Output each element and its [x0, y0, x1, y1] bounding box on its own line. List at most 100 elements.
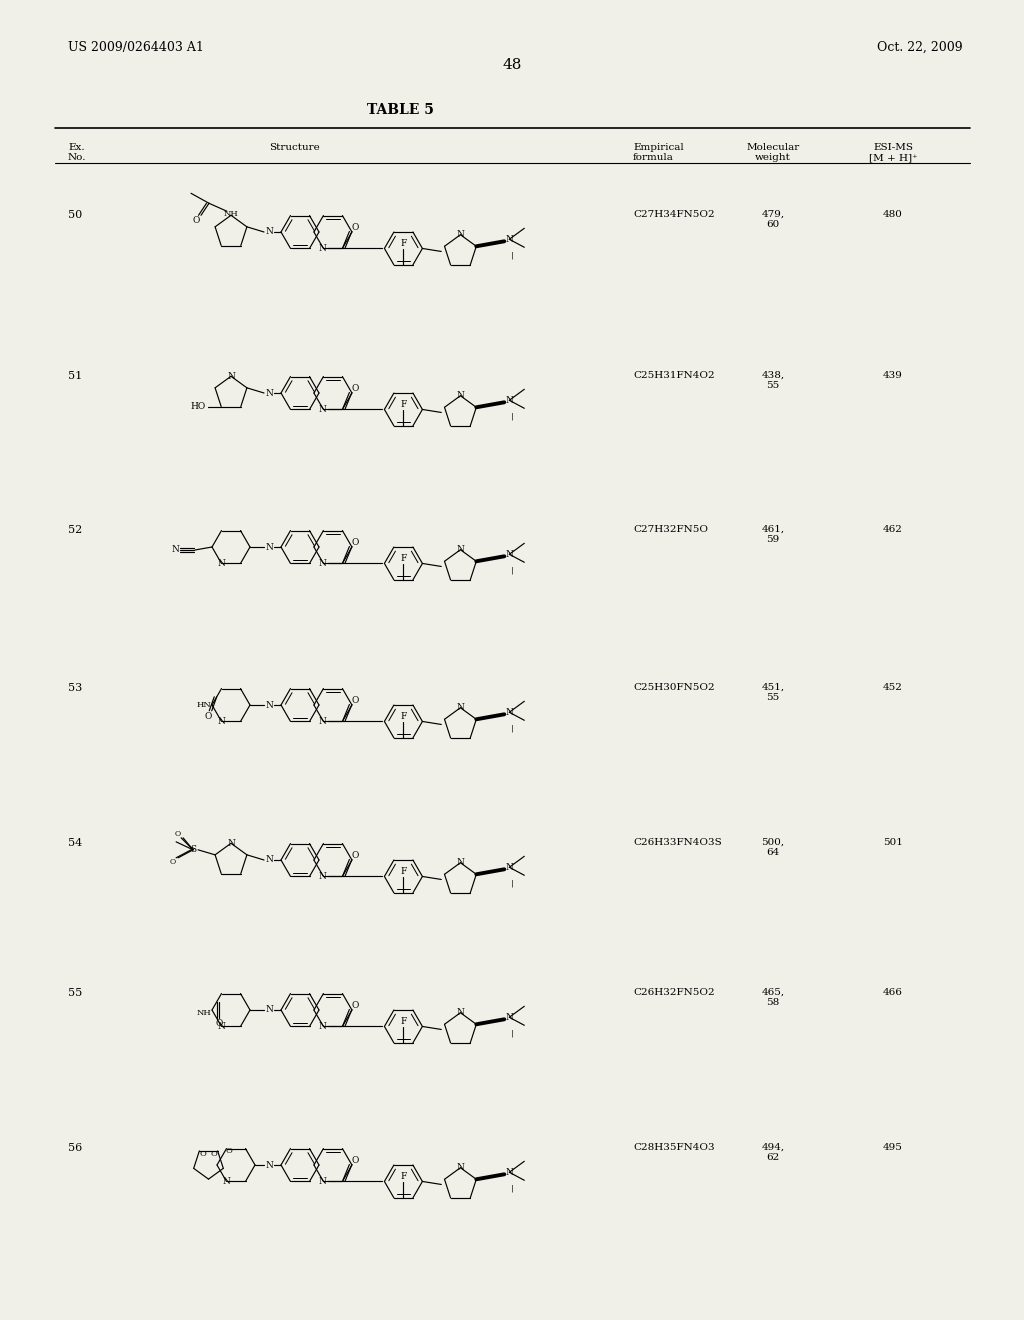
Text: N: N: [217, 1022, 225, 1031]
Text: |: |: [511, 1184, 514, 1192]
Text: N: N: [506, 1012, 513, 1022]
Text: N: N: [506, 235, 513, 244]
Text: O: O: [175, 830, 181, 838]
Text: N: N: [265, 855, 273, 865]
Text: N: N: [318, 558, 327, 568]
Text: C25H31FN4O2: C25H31FN4O2: [633, 371, 715, 380]
Text: N: N: [227, 838, 234, 847]
Text: C25H30FN5O2: C25H30FN5O2: [633, 682, 715, 692]
Text: N: N: [227, 372, 234, 380]
Text: 501: 501: [883, 838, 903, 847]
Text: 55: 55: [68, 987, 82, 998]
Text: |: |: [511, 1030, 514, 1038]
Text: HO: HO: [190, 403, 206, 411]
Text: 500,
64: 500, 64: [762, 838, 784, 858]
Text: 462: 462: [883, 525, 903, 535]
Text: S: S: [190, 845, 197, 854]
Text: C28H35FN4O3: C28H35FN4O3: [633, 1143, 715, 1152]
Text: N: N: [457, 1008, 464, 1018]
Text: 494,
62: 494, 62: [762, 1143, 784, 1163]
Text: N: N: [318, 717, 327, 726]
Text: 56: 56: [68, 1143, 82, 1152]
Text: 48: 48: [503, 58, 521, 73]
Text: O: O: [351, 851, 359, 859]
Text: N: N: [506, 550, 513, 558]
Text: O: O: [200, 1150, 207, 1158]
Text: N: N: [506, 708, 513, 717]
Text: N: N: [265, 1006, 273, 1015]
Text: 461,
59: 461, 59: [762, 525, 784, 544]
Text: [M + H]⁺: [M + H]⁺: [868, 153, 918, 162]
Text: N: N: [265, 701, 273, 710]
Text: 438,
55: 438, 55: [762, 371, 784, 391]
Text: 51: 51: [68, 371, 82, 381]
Text: C27H32FN5O: C27H32FN5O: [633, 525, 708, 535]
Text: N: N: [506, 863, 513, 871]
Text: Empirical: Empirical: [633, 143, 684, 152]
Text: F: F: [400, 400, 407, 409]
Text: O: O: [351, 1156, 359, 1166]
Text: TABLE 5: TABLE 5: [367, 103, 433, 117]
Text: N: N: [318, 1022, 327, 1031]
Text: HN: HN: [197, 701, 211, 709]
Text: ESI-MS: ESI-MS: [873, 143, 913, 152]
Text: NH: NH: [223, 210, 239, 218]
Text: C26H32FN5O2: C26H32FN5O2: [633, 987, 715, 997]
Text: N: N: [217, 558, 225, 568]
Text: N: N: [265, 543, 273, 552]
Text: US 2009/0264403 A1: US 2009/0264403 A1: [68, 41, 204, 54]
Text: N: N: [265, 1160, 273, 1170]
Text: F: F: [400, 1018, 407, 1027]
Text: N: N: [457, 858, 464, 867]
Text: N: N: [457, 230, 464, 239]
Text: N: N: [318, 405, 327, 414]
Text: C27H34FN5O2: C27H34FN5O2: [633, 210, 715, 219]
Text: |: |: [511, 725, 514, 733]
Text: O: O: [351, 1001, 359, 1010]
Text: O: O: [225, 1147, 232, 1155]
Text: N: N: [217, 717, 225, 726]
Text: 53: 53: [68, 682, 82, 693]
Text: Ex.: Ex.: [68, 143, 85, 152]
Text: |: |: [511, 251, 514, 259]
Text: O: O: [204, 713, 211, 721]
Text: N: N: [171, 545, 179, 554]
Text: N: N: [318, 873, 327, 880]
Text: N: N: [318, 244, 327, 253]
Text: 451,
55: 451, 55: [762, 682, 784, 702]
Text: 54: 54: [68, 838, 82, 847]
Text: 52: 52: [68, 525, 82, 535]
Text: F: F: [400, 239, 407, 248]
Text: O: O: [351, 384, 359, 393]
Text: O: O: [170, 858, 176, 866]
Text: F: F: [400, 713, 407, 722]
Text: C26H33FN4O3S: C26H33FN4O3S: [633, 838, 722, 847]
Text: O: O: [215, 1019, 222, 1028]
Text: |: |: [511, 412, 514, 420]
Text: N: N: [457, 545, 464, 554]
Text: F: F: [400, 867, 407, 876]
Text: formula: formula: [633, 153, 674, 162]
Text: |: |: [511, 879, 514, 887]
Text: N: N: [457, 1163, 464, 1172]
Text: 50: 50: [68, 210, 82, 220]
Text: 465,
58: 465, 58: [762, 987, 784, 1007]
Text: 480: 480: [883, 210, 903, 219]
Text: O: O: [210, 1150, 217, 1158]
Text: 479,
60: 479, 60: [762, 210, 784, 230]
Text: |: |: [511, 566, 514, 574]
Text: N: N: [457, 704, 464, 713]
Text: N: N: [318, 1177, 327, 1185]
Text: F: F: [400, 554, 407, 564]
Text: Molecular: Molecular: [746, 143, 800, 152]
Text: N: N: [222, 1177, 230, 1185]
Text: F: F: [400, 1172, 407, 1181]
Text: O: O: [351, 223, 359, 232]
Text: O: O: [351, 696, 359, 705]
Text: weight: weight: [755, 153, 791, 162]
Text: Structure: Structure: [269, 143, 321, 152]
Text: 452: 452: [883, 682, 903, 692]
Text: 439: 439: [883, 371, 903, 380]
Text: Oct. 22, 2009: Oct. 22, 2009: [878, 41, 963, 54]
Text: N: N: [506, 396, 513, 405]
